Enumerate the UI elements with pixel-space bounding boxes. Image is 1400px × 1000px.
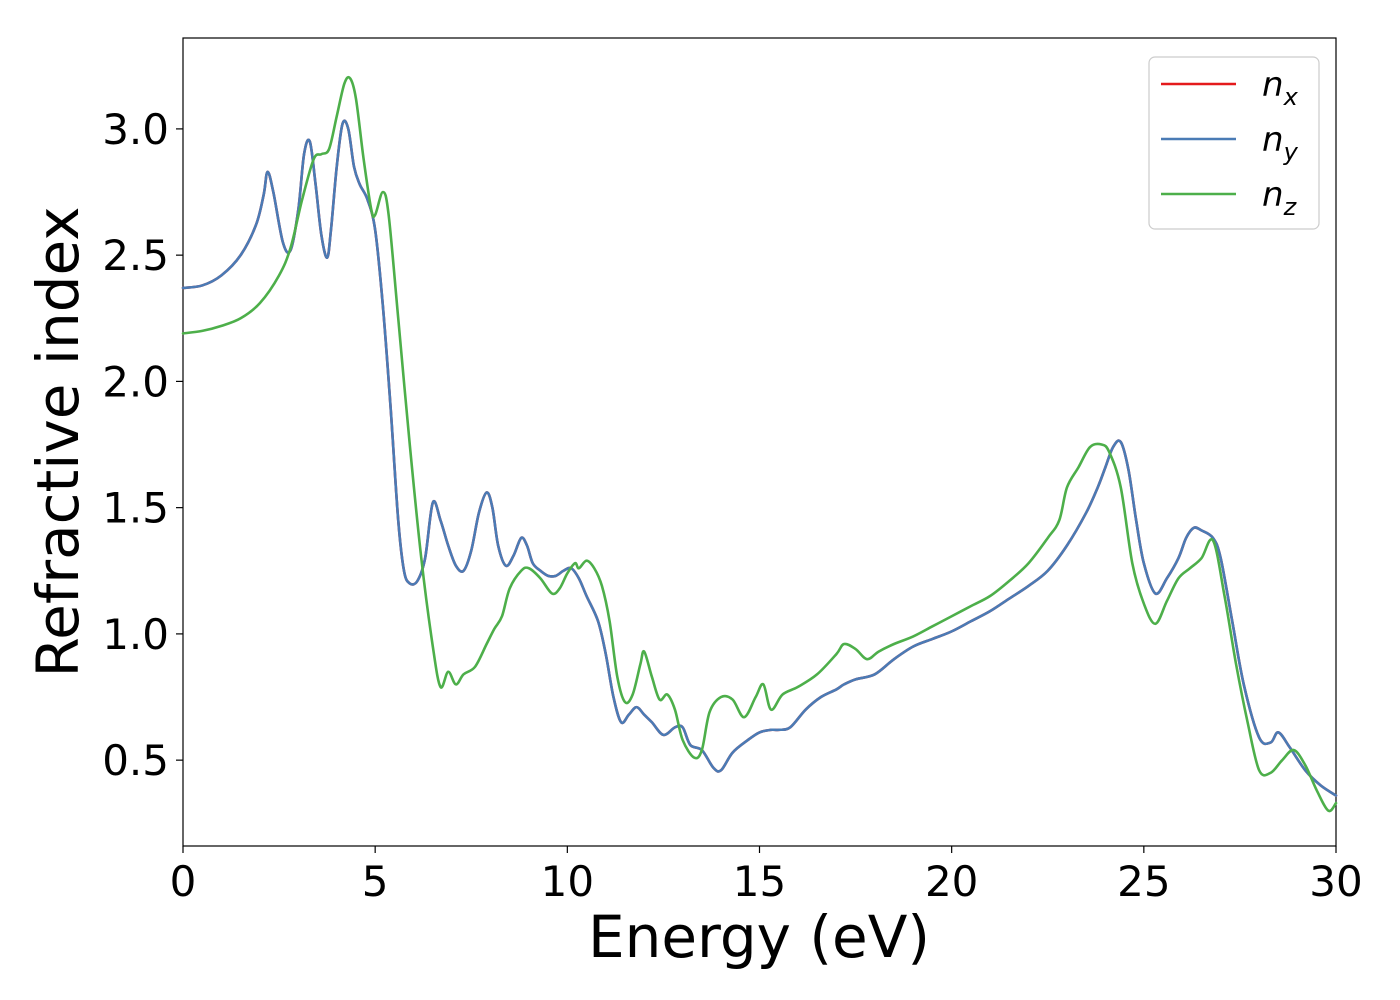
series-line-z — [181, 75, 1338, 813]
x-tick-label: 30 — [1309, 857, 1362, 906]
legend-box — [1148, 56, 1320, 230]
legend-label-subscript: z — [1283, 193, 1298, 221]
x-tick-label: 25 — [1117, 857, 1170, 906]
series-layer — [181, 75, 1338, 813]
y-axis-title: Refractive index — [24, 206, 92, 677]
y-tick-label: 3.0 — [102, 105, 169, 154]
legend-label-base: n — [1262, 65, 1284, 105]
legend-label-base: n — [1262, 175, 1284, 215]
legend-label-subscript: y — [1283, 138, 1299, 166]
legend-label-z: nz — [1262, 175, 1298, 221]
x-tick-label: 0 — [170, 857, 197, 906]
legend-label-subscript: x — [1283, 83, 1299, 111]
x-tick-label: 15 — [733, 857, 786, 906]
x-axis-ticks: 0 5 10 15 20 25 30 — [170, 846, 1363, 906]
y-tick-label: 1.0 — [102, 610, 169, 659]
y-axis-ticks: 0.5 1.0 1.5 2.0 2.5 3.0 — [102, 105, 183, 785]
x-tick-label: 20 — [925, 857, 978, 906]
y-tick-label: 0.5 — [102, 736, 169, 785]
legend-label-y: ny — [1262, 120, 1299, 166]
x-tick-label: 5 — [362, 857, 389, 906]
legend-label-x: nx — [1262, 65, 1299, 111]
y-tick-label: 2.5 — [102, 231, 169, 280]
series-line-y — [181, 119, 1338, 797]
x-axis-title: Energy (eV) — [588, 903, 930, 971]
y-tick-label: 1.5 — [102, 484, 169, 533]
legend-label-base: n — [1262, 120, 1284, 160]
x-tick-label: 10 — [541, 857, 594, 906]
y-tick-label: 2.0 — [102, 357, 169, 406]
